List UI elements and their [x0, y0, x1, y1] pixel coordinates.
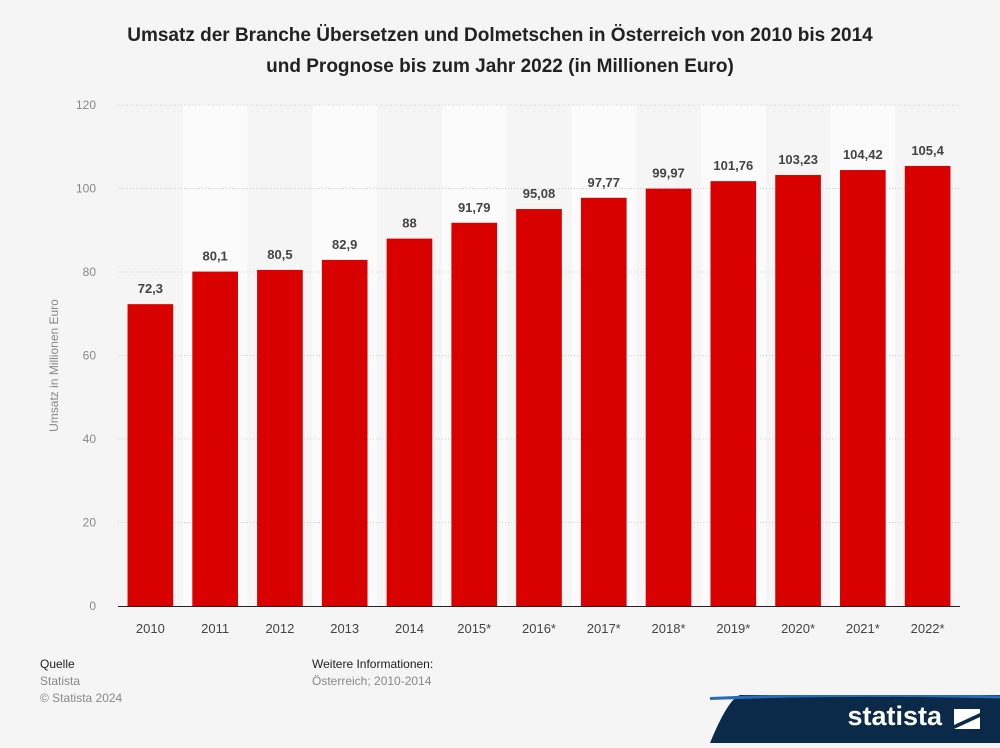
bar-value-label: 105,4: [911, 143, 944, 158]
brand-banner: [699, 693, 1000, 743]
bar-value-label: 95,08: [523, 186, 556, 201]
bar[interactable]: [516, 209, 562, 606]
statista-brand: statista: [699, 693, 1000, 743]
y-tick-label: 80: [83, 265, 97, 279]
bar-value-label: 103,23: [778, 152, 818, 167]
bar-value-label: 101,76: [713, 158, 753, 173]
bar[interactable]: [840, 170, 886, 606]
bar-value-label: 72,3: [138, 281, 163, 296]
x-tick-label: 2012: [265, 621, 294, 636]
value-labels: 72,3 80,1 80,5 82,9 88 91,79 95,08 97,77 99,97 10…: [138, 143, 945, 296]
chart-title: Umsatz der Branche Übersetzen und Dolmet…: [40, 20, 960, 82]
bar[interactable]: [904, 165, 951, 606]
bar-value-label: 80,1: [202, 249, 227, 264]
x-tick-label: 2010: [136, 621, 165, 636]
bar-value-label: 99,97: [652, 166, 685, 181]
source-block: Quelle Statista © Statista 2024: [40, 656, 122, 707]
y-tick-label: 120: [76, 98, 96, 112]
y-tick-label: 60: [83, 349, 97, 363]
bar-value-label: 104,42: [843, 147, 883, 162]
bar[interactable]: [321, 259, 368, 606]
info-text: Österreich; 2010-2014: [312, 674, 432, 688]
bar[interactable]: [192, 271, 238, 606]
info-block: Weitere Informationen: Österreich; 2010-…: [312, 656, 433, 690]
y-tick-label: 40: [83, 432, 97, 446]
x-tick-label: 2021*: [846, 621, 880, 636]
y-axis-label: Umsatz in Millionen Euro: [47, 299, 61, 432]
x-tick-label: 2017*: [587, 621, 621, 636]
x-axis-ticks: 2010 2011 2012 2013 2014 2015* 2016* 2017* 2018*…: [136, 621, 945, 636]
y-tick-label: 0: [89, 599, 96, 613]
source-name: Statista: [40, 674, 81, 688]
bar-value-label: 80,5: [267, 247, 292, 262]
bar-chart: 0 20 40 60 80 100 120 72,3 80,1 80,5 82,9 88 91,79 9…: [47, 98, 960, 636]
bar[interactable]: [127, 304, 174, 606]
info-title: Weitere Informationen:: [312, 657, 434, 671]
bars: [127, 165, 951, 607]
bar[interactable]: [775, 175, 821, 606]
x-tick-label: 2020*: [781, 621, 815, 636]
statista-logo-icon: [954, 709, 980, 729]
source-title: Quelle: [40, 657, 75, 671]
x-tick-label: 2016*: [522, 621, 556, 636]
x-tick-label: 2018*: [652, 621, 686, 636]
bar-value-label: 82,9: [332, 237, 357, 252]
y-tick-label: 20: [83, 516, 97, 530]
y-axis-ticks: 0 20 40 60 80 100 120: [76, 98, 96, 613]
x-tick-label: 2022*: [911, 621, 945, 636]
statista-logo-text: statista: [847, 701, 942, 731]
bar[interactable]: [645, 188, 692, 606]
chart-title-line-2: und Prognose bis zum Jahr 2022 (in Milli…: [266, 56, 734, 77]
bar-value-label: 97,77: [587, 175, 620, 190]
bar[interactable]: [386, 238, 433, 606]
chart-title-line-1: Umsatz der Branche Übersetzen und Dolmet…: [127, 25, 873, 46]
copyright: © Statista 2024: [40, 691, 123, 705]
bar[interactable]: [451, 222, 498, 607]
x-tick-label: 2019*: [716, 621, 750, 636]
bar[interactable]: [257, 269, 303, 606]
x-tick-label: 2014: [395, 621, 424, 636]
bar[interactable]: [710, 181, 757, 607]
x-tick-label: 2013: [330, 621, 359, 636]
x-tick-label: 2015*: [457, 621, 491, 636]
bar-value-label: 88: [402, 216, 416, 231]
bar[interactable]: [580, 197, 627, 607]
y-tick-label: 100: [76, 182, 96, 196]
x-tick-label: 2011: [201, 621, 229, 636]
bar-value-label: 91,79: [458, 200, 491, 215]
